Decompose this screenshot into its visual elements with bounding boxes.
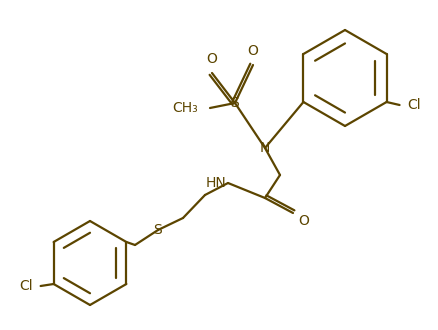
Text: HN: HN	[205, 176, 226, 190]
Text: O: O	[247, 44, 258, 58]
Text: O: O	[297, 214, 308, 228]
Text: CH₃: CH₃	[172, 101, 198, 115]
Text: O: O	[206, 52, 217, 66]
Text: S: S	[230, 96, 239, 110]
Text: Cl: Cl	[19, 279, 32, 293]
Text: Cl: Cl	[406, 98, 420, 112]
Text: N: N	[259, 141, 269, 155]
Text: S: S	[153, 223, 162, 237]
